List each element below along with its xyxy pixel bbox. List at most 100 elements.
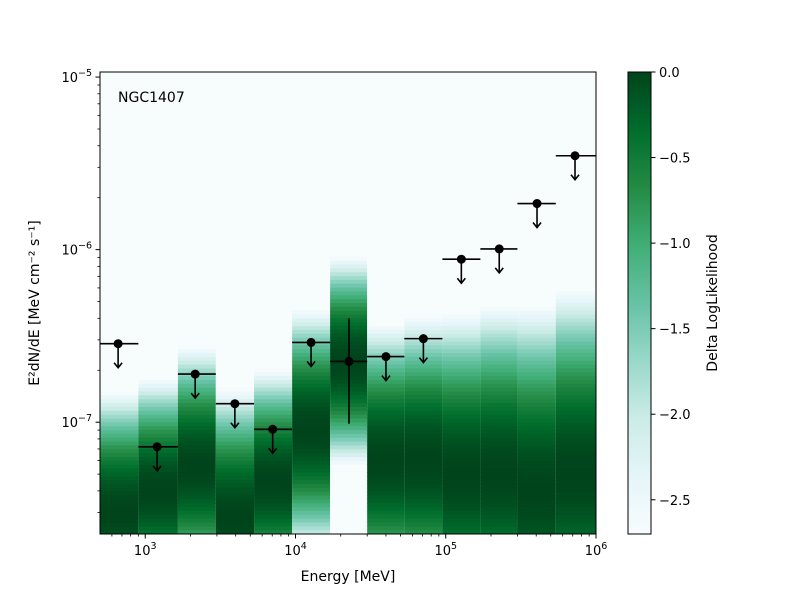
heatmap-cell <box>215 133 255 138</box>
heatmap-cell <box>517 187 556 192</box>
heatmap-cell <box>442 349 481 354</box>
heatmap-cell <box>517 98 556 104</box>
heatmap-cell <box>215 149 255 154</box>
heatmap-cell <box>292 518 331 523</box>
heatmap-cell <box>292 410 331 416</box>
heatmap-cell <box>100 179 139 185</box>
heatmap-cell <box>292 91 331 96</box>
heatmap-cell <box>404 410 443 416</box>
heatmap-cell <box>367 468 405 473</box>
heatmap-cell <box>367 295 405 300</box>
heatmap-cell <box>555 303 596 308</box>
heatmap-cell <box>480 503 518 508</box>
heatmap-cell <box>517 426 556 431</box>
heatmap-cell <box>517 141 556 146</box>
heatmap-cell <box>367 241 405 246</box>
heatmap-cell <box>404 172 443 177</box>
heatmap-cell <box>177 156 216 162</box>
heatmap-cell <box>367 114 405 119</box>
heatmap-cell <box>480 179 518 185</box>
heatmap-cell <box>254 172 293 177</box>
heatmap-cell <box>555 368 596 373</box>
heatmap-cell <box>292 202 331 208</box>
heatmap-column <box>517 72 556 534</box>
heatmap-cell <box>177 149 216 154</box>
heatmap-cell <box>215 114 255 119</box>
heatmap-cell <box>138 210 178 215</box>
heatmap-cell <box>215 318 255 323</box>
heatmap-cell <box>442 468 481 473</box>
heatmap-cell <box>517 272 556 277</box>
heatmap-cell <box>215 360 255 366</box>
heatmap-cell <box>480 403 518 408</box>
heatmap-cell <box>100 410 139 416</box>
heatmap-cell <box>177 380 216 385</box>
heatmap-cell <box>367 422 405 427</box>
heatmap-cell <box>215 507 255 512</box>
heatmap-cell <box>138 518 178 523</box>
heatmap-cell <box>555 503 596 508</box>
heatmap-cell <box>215 322 255 327</box>
heatmap-cell <box>292 445 331 450</box>
heatmap-cell <box>480 395 518 400</box>
heatmap-cell <box>177 102 216 108</box>
heatmap-cell <box>517 403 556 408</box>
heatmap-cell <box>555 179 596 185</box>
heatmap-cell <box>404 310 443 316</box>
heatmap-cell <box>330 168 368 173</box>
heatmap-cell <box>517 310 556 316</box>
heatmap-cell <box>330 114 368 119</box>
heatmap-cell <box>480 326 518 331</box>
heatmap-cell <box>215 83 255 88</box>
heatmap-cell <box>292 164 331 169</box>
heatmap-cell <box>292 276 331 281</box>
heatmap-cell <box>330 522 368 527</box>
heatmap-cell <box>367 129 405 135</box>
heatmap-cell <box>100 495 139 500</box>
heatmap-cell <box>254 283 293 289</box>
heatmap-cell <box>100 164 139 169</box>
heatmap-cell <box>367 433 405 439</box>
heatmap-cell <box>177 472 216 477</box>
heatmap-cell <box>138 141 178 146</box>
heatmap-cell <box>138 199 178 204</box>
heatmap-cell <box>442 310 481 316</box>
heatmap-cell <box>517 229 556 235</box>
heatmap-cell <box>404 457 443 462</box>
heatmap-cell <box>254 237 293 242</box>
heatmap-cell <box>254 133 293 138</box>
heatmap-cell <box>367 483 405 489</box>
heatmap-cell <box>555 295 596 300</box>
heatmap-cell <box>100 414 139 419</box>
heatmap-cell <box>100 72 139 77</box>
heatmap-cell <box>177 268 216 273</box>
heatmap-cell <box>100 399 139 404</box>
heatmap-cell <box>215 226 255 231</box>
heatmap-cell <box>442 179 481 185</box>
heatmap-cell <box>555 476 596 481</box>
heatmap-cell <box>517 114 556 119</box>
heatmap-cell <box>330 164 368 169</box>
heatmap-cell <box>138 137 178 142</box>
heatmap-cell <box>367 256 405 262</box>
heatmap-cell <box>404 303 443 308</box>
heatmap-cell <box>292 368 331 373</box>
heatmap-cell <box>292 291 331 296</box>
heatmap-cell <box>138 241 178 246</box>
heatmap-cell <box>555 433 596 439</box>
heatmap-cell <box>480 472 518 477</box>
heatmap-cell <box>480 487 518 493</box>
heatmap-cell <box>517 75 556 81</box>
heatmap-cell <box>367 210 405 215</box>
heatmap-cell <box>555 102 596 108</box>
heatmap-cell <box>367 303 405 308</box>
heatmap-cell <box>100 202 139 208</box>
heatmap-cell <box>442 202 481 208</box>
heatmap-column <box>555 72 596 534</box>
heatmap-cell <box>480 441 518 446</box>
heatmap-cell <box>100 206 139 212</box>
heatmap-cell <box>367 72 405 77</box>
data-point <box>456 254 466 264</box>
heatmap-cell <box>215 333 255 339</box>
heatmap-cell <box>138 395 178 400</box>
